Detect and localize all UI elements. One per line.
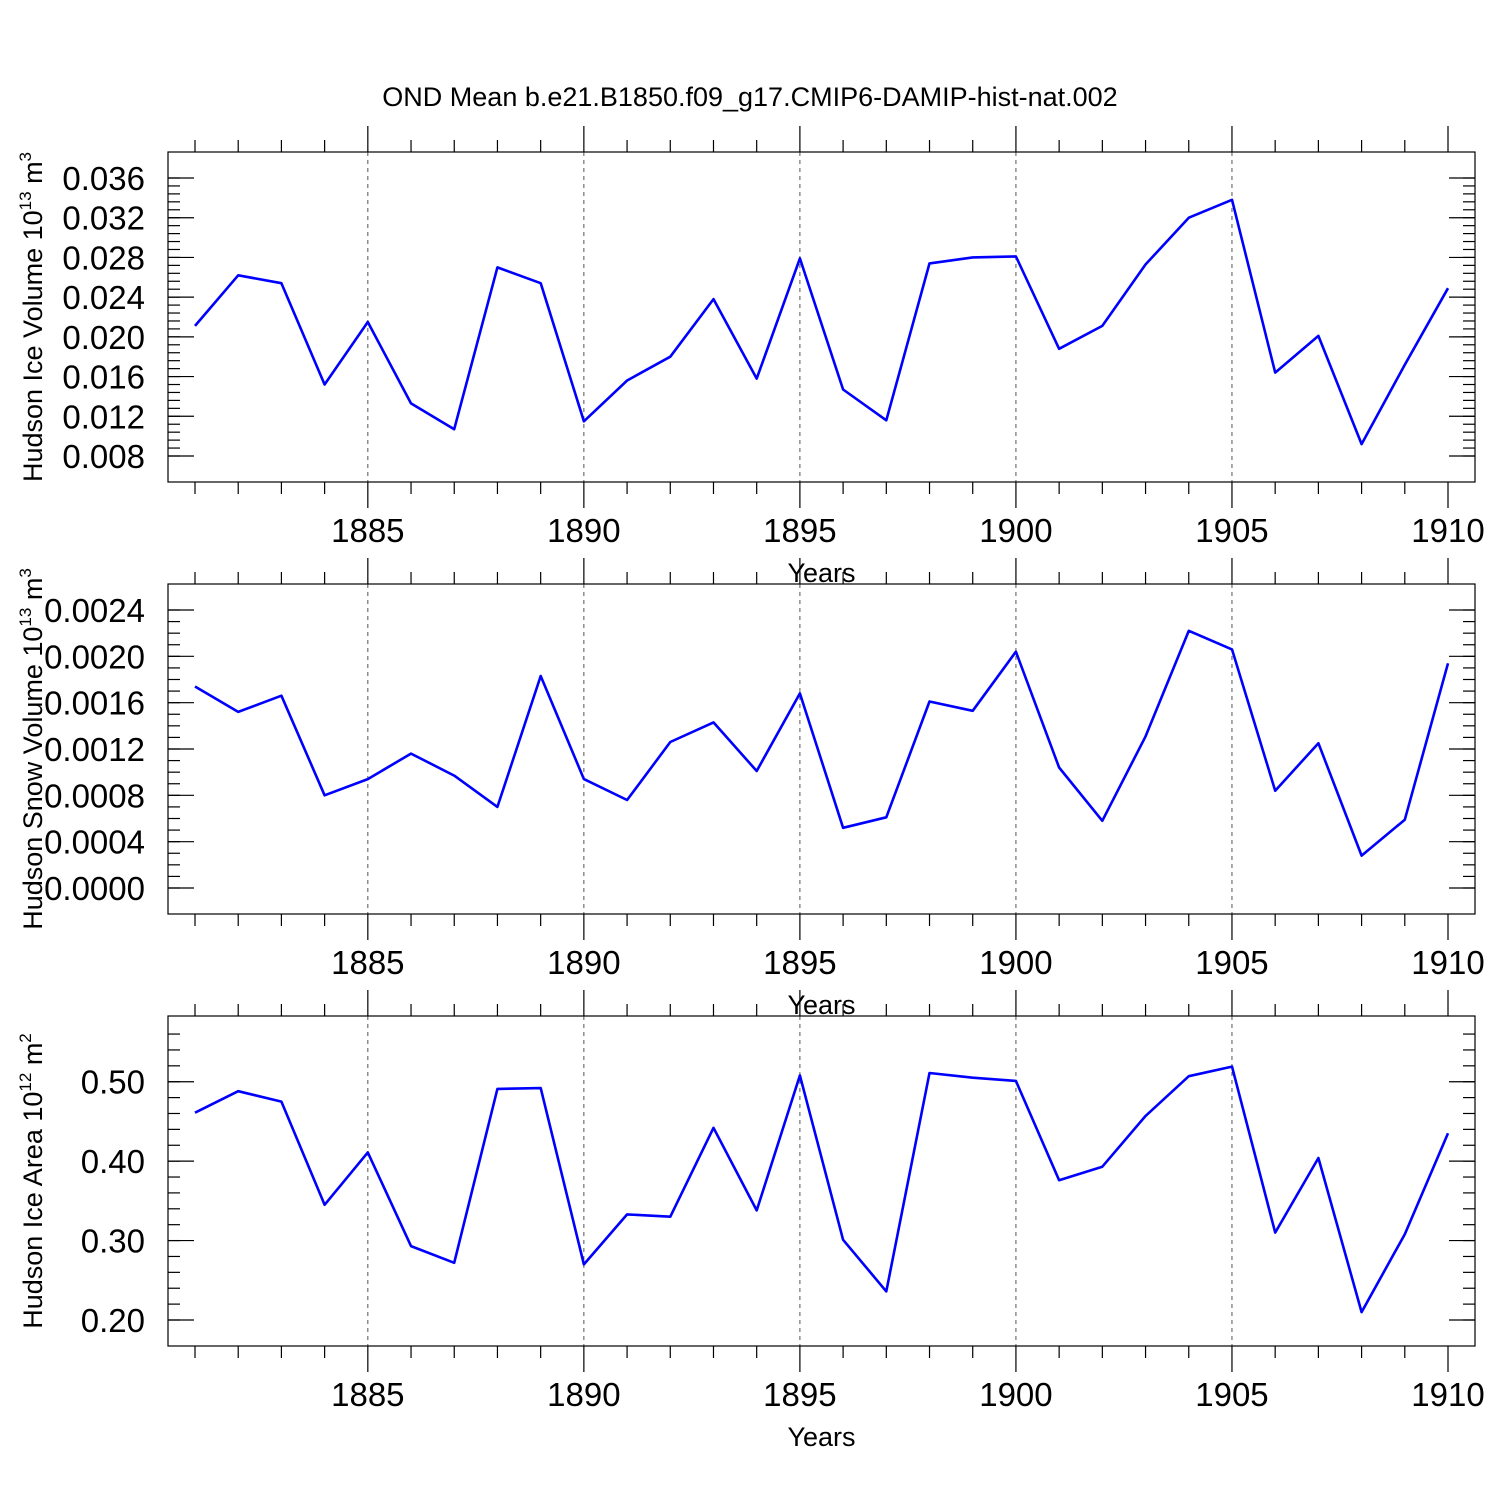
series-line <box>194 198 1450 446</box>
x-tick-label: 1895 <box>763 944 836 981</box>
y-tick-label: 0.0000 <box>44 870 145 907</box>
y-tick-label: 0.024 <box>62 279 145 316</box>
panel-1: 0.0080.0120.0160.0200.0240.0280.0320.036… <box>16 126 1485 588</box>
x-tick-label: 1900 <box>979 1376 1052 1413</box>
y-axis-title: Hudson Ice Area 1012 m2 <box>16 1033 48 1329</box>
y-tick-label: 0.30 <box>81 1223 145 1260</box>
x-tick-label: 1910 <box>1411 1376 1484 1413</box>
y-axis-title: Hudson Snow Volume 1013 m3 <box>16 568 48 930</box>
x-tick-label: 1895 <box>763 512 836 549</box>
x-tick-label: 1910 <box>1411 944 1484 981</box>
y-tick-label: 0.008 <box>62 438 145 475</box>
chart-title: OND Mean b.e21.B1850.f09_g17.CMIP6-DAMIP… <box>382 82 1117 112</box>
x-tick-label: 1895 <box>763 1376 836 1413</box>
series-line <box>194 629 1450 857</box>
x-tick-label: 1900 <box>979 512 1052 549</box>
plot-frame <box>167 151 1476 483</box>
series-line <box>194 1065 1450 1314</box>
x-tick-label: 1890 <box>547 944 620 981</box>
y-tick-label: 0.20 <box>81 1302 145 1339</box>
x-axis-title: Years <box>787 558 855 588</box>
x-axis-title: Years <box>787 990 855 1020</box>
y-tick-label: 0.0012 <box>44 731 145 768</box>
y-tick-label: 0.036 <box>62 160 145 197</box>
x-tick-label: 1885 <box>331 512 404 549</box>
x-tick-label: 1900 <box>979 944 1052 981</box>
x-axis-title: Years <box>787 1422 855 1452</box>
y-tick-label: 0.016 <box>62 359 145 396</box>
y-tick-label: 0.0004 <box>44 824 145 861</box>
x-tick-label: 1905 <box>1195 1376 1268 1413</box>
x-tick-label: 1905 <box>1195 944 1268 981</box>
y-tick-label: 0.028 <box>62 239 145 276</box>
y-tick-label: 0.0024 <box>44 592 145 629</box>
x-tick-label: 1910 <box>1411 512 1484 549</box>
plot-frame <box>167 1015 1476 1347</box>
x-tick-label: 1890 <box>547 1376 620 1413</box>
panel-2: 0.0000 0.0004 0.0008 0.0012 0.0016 0.0020 0.00… <box>16 558 1485 1020</box>
x-tick-label: 1890 <box>547 512 620 549</box>
y-tick-label: 0.50 <box>81 1064 145 1101</box>
y-tick-label: 0.0020 <box>44 638 145 675</box>
y-tick-label: 0.012 <box>62 398 145 435</box>
y-tick-label: 0.020 <box>62 319 145 356</box>
x-tick-label: 1885 <box>331 944 404 981</box>
y-tick-label: 0.0016 <box>44 685 145 722</box>
x-tick-label: 1885 <box>331 1376 404 1413</box>
y-tick-label: 0.0008 <box>44 777 145 814</box>
plot-frame <box>167 583 1476 915</box>
panel-3: 0.20 0.30 0.40 0.50 1885 1890 1895 1900 1905 1910… <box>16 990 1485 1452</box>
x-tick-label: 1905 <box>1195 512 1268 549</box>
y-tick-label: 0.032 <box>62 200 145 237</box>
y-tick-label: 0.40 <box>81 1143 145 1180</box>
y-axis-title: Hudson Ice Volume 1013 m3 <box>16 152 48 482</box>
